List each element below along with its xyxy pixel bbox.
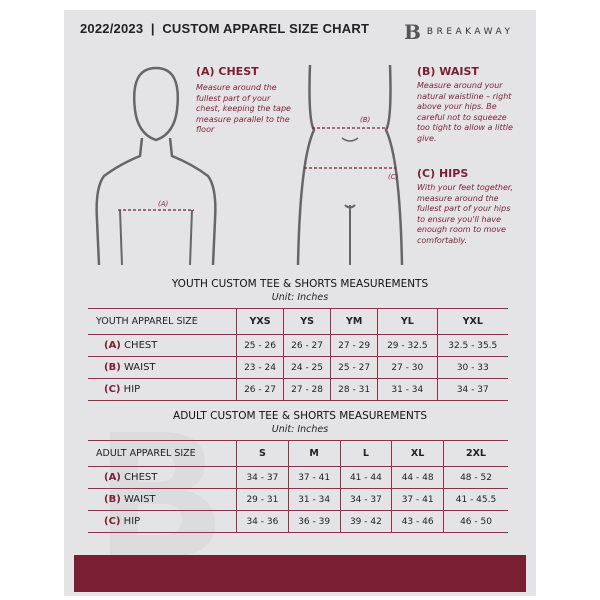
cell: 25 - 27 [330,356,378,379]
measurement-label: (B) WAIST [88,356,237,379]
table-header-row: YOUTH APPAREL SIZE YXS YS YM YL YXL [88,308,508,335]
cell: 32.5 - 35.5 [436,334,508,357]
page-title: 2022/2023 | CUSTOM APPAREL SIZE CHART [80,21,370,36]
cell: 29 - 31 [236,488,289,511]
cell: 28 - 31 [330,378,378,401]
cell: 30 - 33 [436,356,508,379]
cell: 27 - 28 [283,378,331,401]
size-header: S [236,440,289,467]
cell: 34 - 36 [236,510,289,533]
measurement-label: (A) CHEST [88,466,237,489]
adult-size-table: ADULT APPAREL SIZE S M L XL 2XL (A) CHES… [88,440,508,533]
adult-table-unit: Unit: Inches [271,424,329,435]
youth-table-unit: Unit: Inches [271,292,329,303]
hips-instructions: With your feet together, measure around … [417,183,514,245]
size-header: M [287,440,340,467]
table-row: (B) WAIST 23 - 24 24 - 25 25 - 27 27 - 30 30 … [88,356,508,379]
cell: 37 - 41 [391,488,444,511]
table-row: (A) CHEST 25 - 26 26 - 27 27 - 29 29 - 32.5 3… [88,334,508,357]
cell: 36 - 39 [287,510,340,533]
cell: 26 - 27 [235,378,284,401]
cell: 27 - 29 [330,334,378,357]
measurement-label: (C) HIP [88,378,237,401]
cell: 34 - 37 [236,466,289,489]
waist-instructions: Measure around your natural waistline – … [417,81,513,143]
cell: 37 - 41 [287,466,340,489]
youth-table-title: YOUTH CUSTOM TEE & SHORTS MEASUREMENTS [171,278,429,290]
table-row: (A) CHEST 34 - 37 37 - 41 41 - 44 44 - 48 48 … [88,466,508,489]
measurement-label: (B) WAIST [88,488,237,511]
size-header: YL [377,308,437,335]
table-row: (C) HIP 26 - 27 27 - 28 28 - 31 31 - 34 34 - … [88,378,508,401]
cell: 44 - 48 [391,466,444,489]
hips-heading: (C) HIPS [417,167,469,180]
chest-instructions: Measure around the fullest part of your … [196,83,291,134]
cell: 48 - 52 [443,466,508,489]
cell: 26 - 27 [283,334,331,357]
chest-figure [95,66,217,265]
cell: 27 - 30 [377,356,437,379]
cell: 41 - 45.5 [443,488,508,511]
measurement-label: (C) HIP [88,510,237,533]
cell: 31 - 34 [287,488,340,511]
chest-heading: (A) CHEST [196,65,259,78]
size-header: YM [330,308,378,335]
row-header-label: YOUTH APPAREL SIZE [88,308,237,335]
cell: 46 - 50 [443,510,508,533]
cell: 41 - 44 [339,466,392,489]
adult-table-title: ADULT CUSTOM TEE & SHORTS MEASUREMENTS [173,410,427,422]
cell: 34 - 37 [436,378,508,401]
table-header-row: ADULT APPAREL SIZE S M L XL 2XL [88,440,508,467]
brand-mark: B [404,20,421,44]
cell: 34 - 37 [339,488,392,511]
hips-marker: (C) [388,173,399,181]
row-header-label: ADULT APPAREL SIZE [88,440,237,467]
cell: 43 - 46 [391,510,444,533]
waist-heading: (B) WAIST [417,65,479,78]
table-row: (C) HIP 34 - 36 36 - 39 39 - 42 43 - 46 46 - … [88,510,508,533]
size-header: L [339,440,392,467]
table-row: (B) WAIST 29 - 31 31 - 34 34 - 37 37 - 41 41 … [88,488,508,511]
cell: 24 - 25 [283,356,331,379]
footer-bar [74,555,526,592]
cell: 29 - 32.5 [377,334,437,357]
cell: 39 - 42 [339,510,392,533]
cell: 31 - 34 [377,378,437,401]
youth-size-table: YOUTH APPAREL SIZE YXS YS YM YL YXL (A) … [88,308,508,401]
chest-marker: (A) [158,200,169,208]
size-header: YXL [436,308,508,335]
waist-hips-figure [296,64,404,265]
cell: 23 - 24 [235,356,284,379]
size-header: YS [283,308,331,335]
brand-name: BREAKAWAY [426,27,514,37]
size-header: XL [391,440,444,467]
size-header: 2XL [443,440,508,467]
waist-marker: (B) [360,116,371,124]
measurement-label: (A) CHEST [88,334,237,357]
cell: 25 - 26 [235,334,284,357]
brand-logo: B BREAKAWAY [404,20,513,44]
size-header: YXS [235,308,284,335]
